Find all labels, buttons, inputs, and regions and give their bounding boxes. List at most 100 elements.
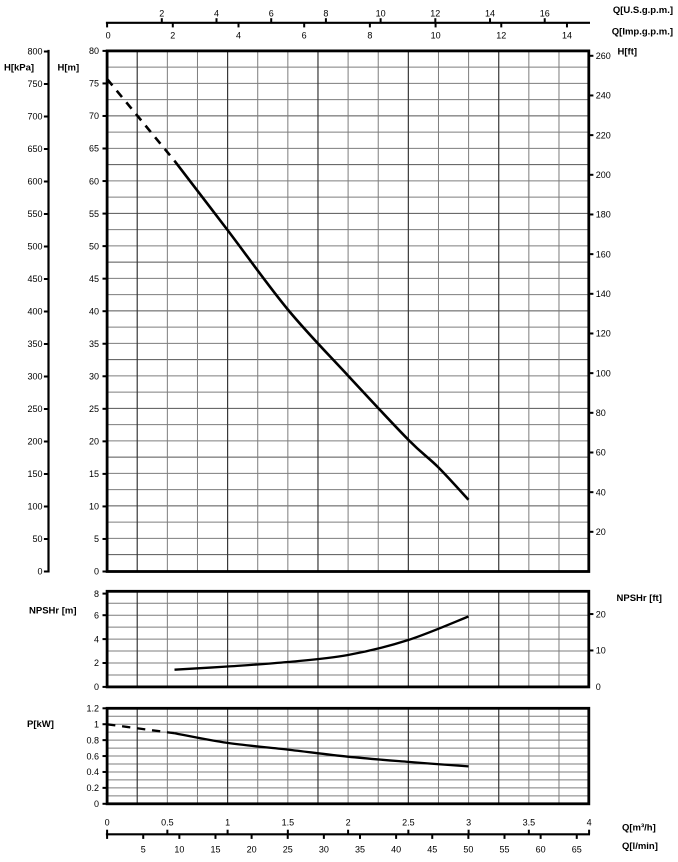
svg-text:35: 35 [355,844,365,854]
svg-text:100: 100 [596,368,611,378]
svg-text:8: 8 [367,30,372,40]
svg-text:45: 45 [89,274,99,284]
svg-text:Q[l/min]: Q[l/min] [622,841,658,852]
svg-text:10: 10 [596,646,606,656]
svg-text:30: 30 [319,844,329,854]
svg-text:NPSHr [m]: NPSHr [m] [29,606,77,617]
svg-text:750: 750 [27,79,42,89]
svg-text:55: 55 [89,209,99,219]
svg-text:240: 240 [596,91,611,101]
svg-text:80: 80 [89,46,99,56]
svg-text:140: 140 [596,289,611,299]
svg-text:2.5: 2.5 [402,818,415,828]
svg-text:4: 4 [587,818,592,828]
svg-text:20: 20 [89,437,99,447]
svg-text:3.5: 3.5 [523,818,536,828]
svg-text:300: 300 [27,372,42,382]
svg-text:0: 0 [94,567,99,577]
svg-text:1.2: 1.2 [86,704,99,714]
svg-text:0.4: 0.4 [86,767,99,777]
svg-text:500: 500 [27,242,42,252]
svg-text:0: 0 [94,682,99,692]
svg-text:4: 4 [236,30,241,40]
svg-text:700: 700 [27,112,42,122]
svg-text:180: 180 [596,210,611,220]
svg-text:2: 2 [346,818,351,828]
svg-text:1: 1 [94,719,99,729]
svg-text:0: 0 [105,818,110,828]
svg-text:40: 40 [596,487,606,497]
svg-text:120: 120 [596,329,611,339]
svg-text:6: 6 [269,8,274,18]
svg-text:60: 60 [596,448,606,458]
svg-text:1: 1 [225,818,230,828]
svg-text:160: 160 [596,249,611,259]
svg-text:0: 0 [106,30,111,40]
svg-text:20: 20 [596,609,606,619]
svg-text:0.8: 0.8 [86,735,99,745]
svg-text:60: 60 [536,844,546,854]
svg-text:Q[m³/h]: Q[m³/h] [622,822,656,833]
svg-text:5: 5 [94,534,99,544]
svg-text:15: 15 [210,844,220,854]
svg-text:0: 0 [596,682,601,692]
svg-text:3: 3 [466,818,471,828]
svg-text:10: 10 [89,502,99,512]
svg-text:450: 450 [27,274,42,284]
svg-text:30: 30 [89,371,99,381]
svg-text:12: 12 [430,8,440,18]
svg-text:40: 40 [391,844,401,854]
svg-text:65: 65 [89,144,99,154]
svg-text:14: 14 [485,8,495,18]
svg-text:600: 600 [27,177,42,187]
svg-text:350: 350 [27,339,42,349]
svg-text:H[kPa]: H[kPa] [4,63,34,74]
svg-text:40: 40 [89,306,99,316]
svg-text:260: 260 [596,51,611,61]
svg-text:H[ft]: H[ft] [618,47,638,58]
svg-text:50: 50 [32,534,42,544]
svg-text:250: 250 [27,404,42,414]
svg-text:65: 65 [572,844,582,854]
svg-text:60: 60 [89,176,99,186]
svg-text:0.5: 0.5 [161,818,174,828]
svg-text:4: 4 [214,8,219,18]
svg-text:Q[U.S.g.p.m.]: Q[U.S.g.p.m.] [613,5,673,16]
svg-text:10: 10 [174,844,184,854]
svg-text:5: 5 [141,844,146,854]
svg-text:H[m]: H[m] [58,63,80,74]
svg-text:2: 2 [159,8,164,18]
svg-text:150: 150 [27,469,42,479]
svg-text:800: 800 [27,47,42,57]
svg-text:10: 10 [376,8,386,18]
svg-text:80: 80 [596,408,606,418]
svg-text:2: 2 [170,30,175,40]
svg-text:NPSHr [ft]: NPSHr [ft] [617,593,662,604]
svg-text:8: 8 [323,8,328,18]
svg-text:8: 8 [94,589,99,599]
svg-text:25: 25 [283,844,293,854]
svg-text:220: 220 [596,130,611,140]
svg-text:0: 0 [94,799,99,809]
svg-text:75: 75 [89,79,99,89]
svg-text:650: 650 [27,144,42,154]
svg-text:100: 100 [27,502,42,512]
svg-text:12: 12 [496,30,506,40]
svg-text:14: 14 [562,30,572,40]
svg-text:1.5: 1.5 [282,818,295,828]
svg-text:20: 20 [247,844,257,854]
svg-text:P[kW]: P[kW] [27,719,54,730]
svg-text:200: 200 [27,437,42,447]
svg-text:0: 0 [37,567,42,577]
svg-text:15: 15 [89,469,99,479]
svg-text:10: 10 [431,30,441,40]
svg-text:400: 400 [27,307,42,317]
svg-text:550: 550 [27,209,42,219]
svg-text:Q[Imp.g.p.m.]: Q[Imp.g.p.m.] [612,26,673,37]
svg-text:50: 50 [463,844,473,854]
svg-text:0.2: 0.2 [86,783,99,793]
svg-text:55: 55 [499,844,509,854]
svg-text:6: 6 [302,30,307,40]
svg-text:200: 200 [596,170,611,180]
svg-text:50: 50 [89,241,99,251]
